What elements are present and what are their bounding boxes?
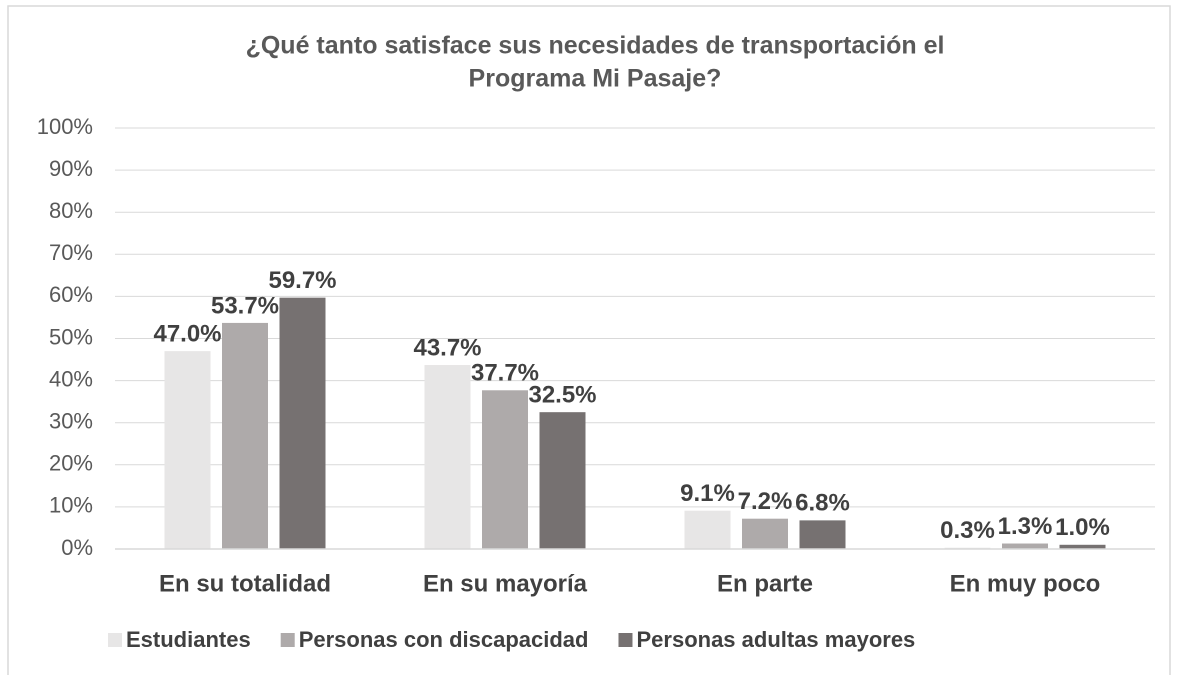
chart-title: ¿Qué tanto satisface sus necesidades de … [246,32,945,60]
legend-label: Personas con discapacidad [299,627,589,652]
data-label: 43.7% [413,334,481,361]
y-tick-label: 50% [49,324,93,349]
legend-swatch [108,633,122,647]
y-tick-label: 0% [61,535,93,560]
data-label: 32.5% [528,382,596,409]
x-tick-label: En parte [717,570,813,597]
y-tick-label: 60% [49,282,93,307]
y-tick-label: 100% [37,114,93,139]
legend-swatch [280,633,295,647]
chart-title: Programa Mi Pasaje? [469,65,722,93]
bar [1002,543,1048,549]
bar [1059,544,1106,549]
data-label: 59.7% [268,267,336,294]
y-tick-label: 70% [49,240,93,265]
y-tick-label: 10% [49,493,93,518]
bar [424,365,471,549]
data-label: 9.1% [680,480,735,507]
y-tick-label: 40% [49,366,93,391]
y-tick-label: 90% [49,156,93,181]
data-label: 53.7% [211,292,279,319]
bar [222,322,268,549]
bar [799,520,846,549]
legend-label: Estudiantes [126,627,251,652]
data-label: 1.0% [1055,514,1110,541]
data-label: 7.2% [738,488,793,515]
bar [279,297,326,549]
legend-label: Personas adultas mayores [636,627,915,652]
data-label: 1.3% [998,513,1053,540]
x-tick-label: En su totalidad [159,570,331,597]
data-label: 37.7% [471,360,539,387]
bar [742,518,788,549]
data-label: 0.3% [940,517,995,544]
y-tick-label: 20% [49,451,93,476]
bar [164,351,211,549]
y-tick-label: 30% [49,409,93,434]
chart-frame [7,5,1171,675]
y-tick-label: 80% [49,198,93,223]
bar [539,412,586,549]
data-label: 6.8% [795,490,850,517]
x-tick-label: En muy poco [950,570,1101,597]
bar [482,390,528,549]
bar [684,510,731,549]
x-tick-label: En su mayoría [423,570,588,597]
legend-swatch [618,633,633,647]
data-label: 47.0% [153,320,221,347]
